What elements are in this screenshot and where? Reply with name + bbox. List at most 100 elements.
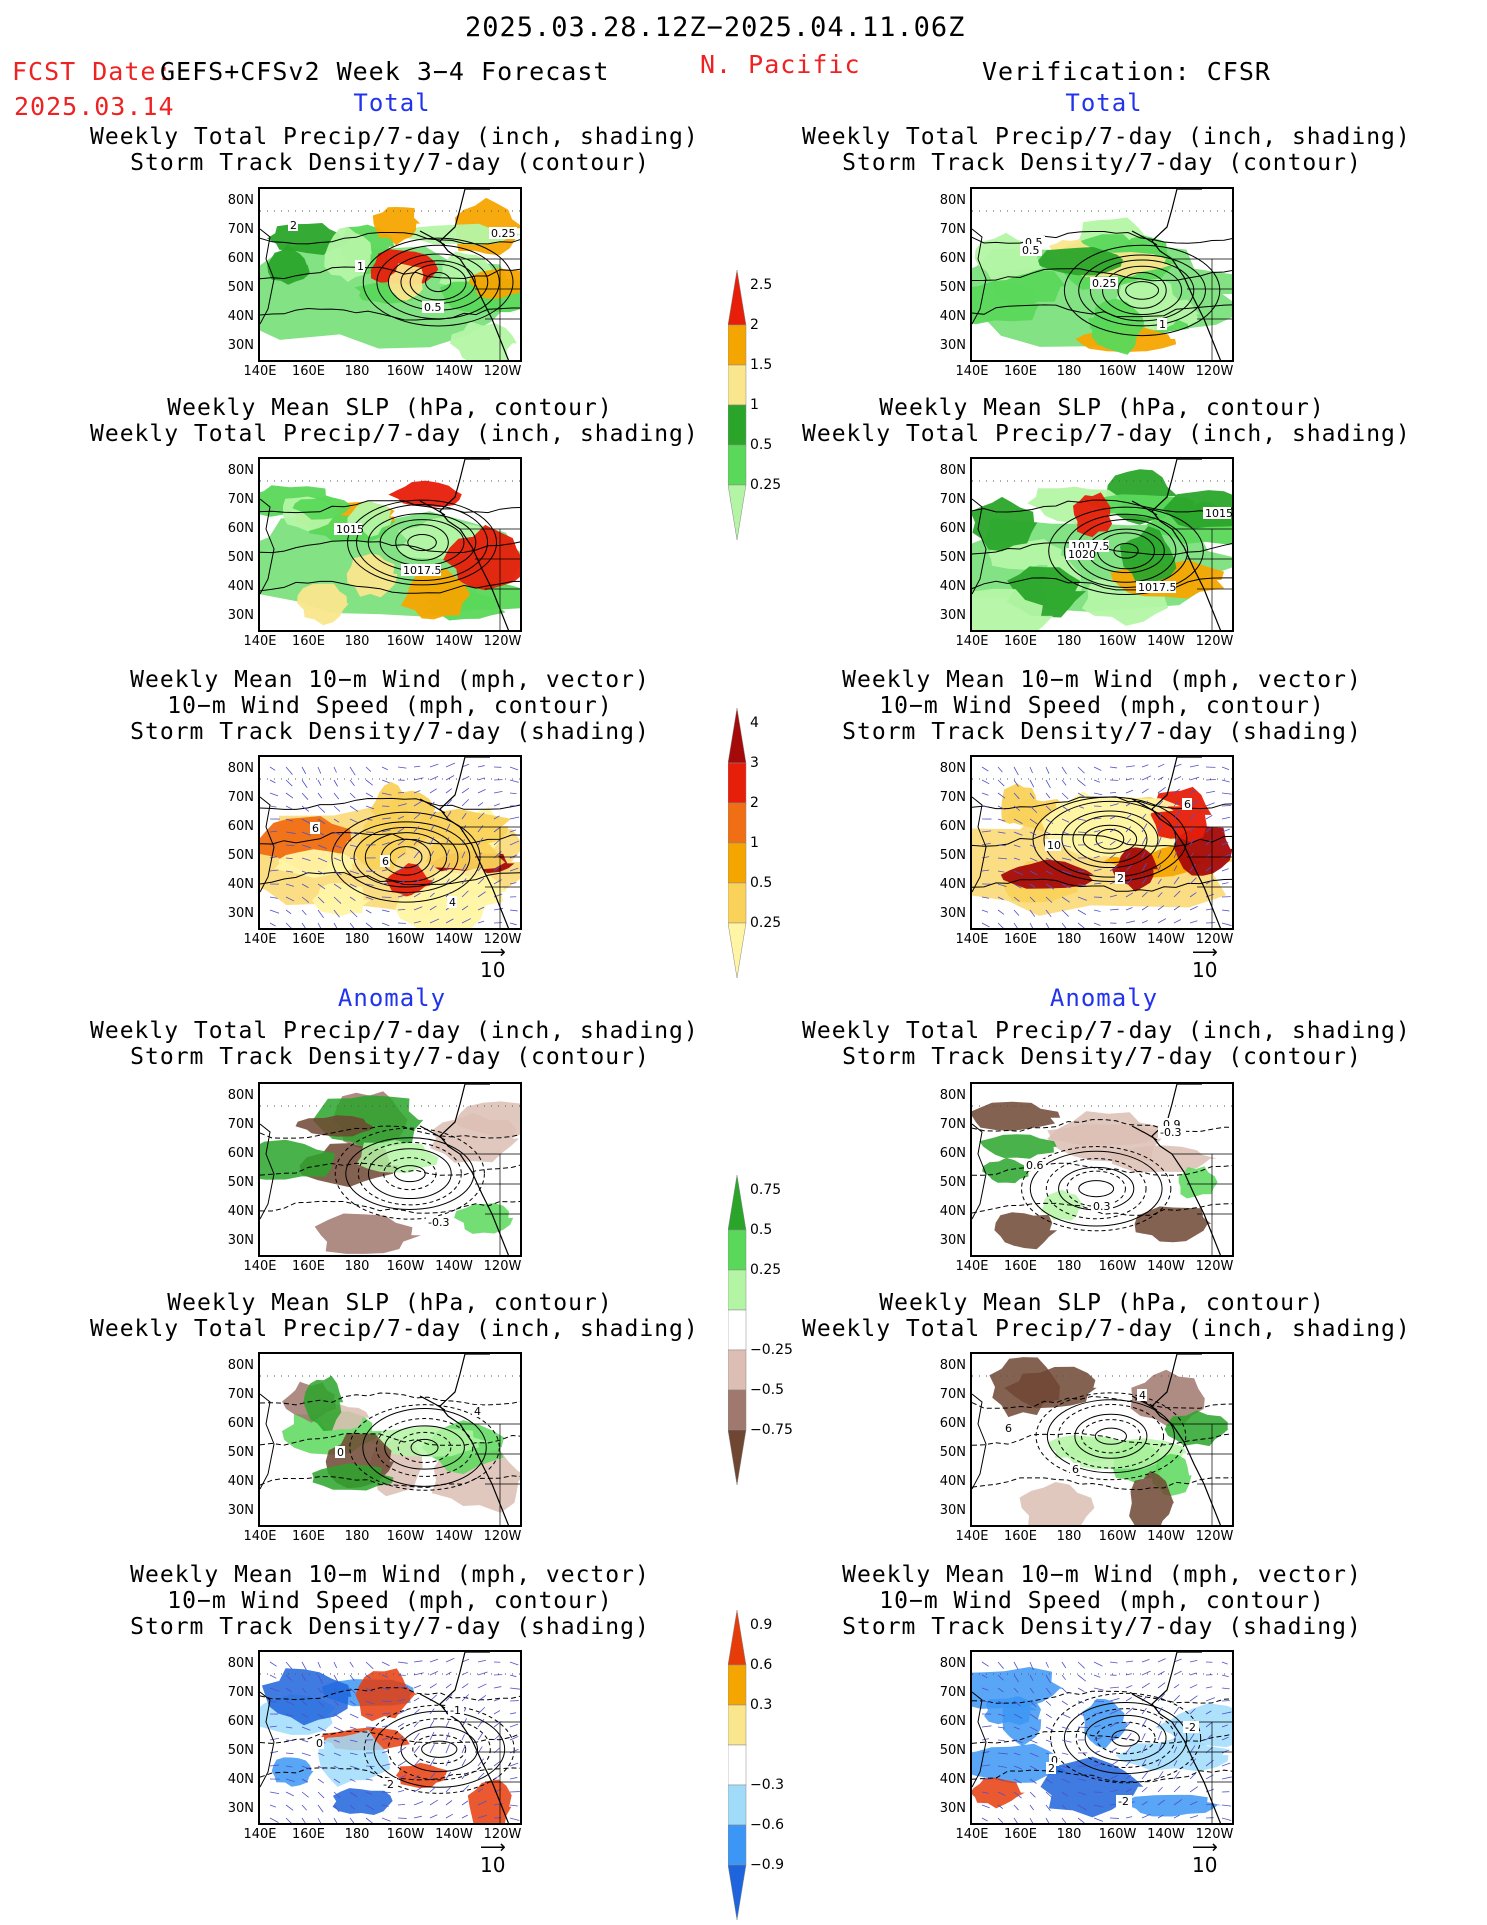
- contour-label: -2: [1185, 1721, 1196, 1734]
- panel-title-line: Storm Track Density/7-day (shading): [842, 1614, 1362, 1640]
- wind-vector: [1013, 870, 1024, 875]
- lon-tick-label: 160E: [1003, 1827, 1038, 1842]
- contour-label: 4: [1139, 1389, 1146, 1402]
- shading-region: [430, 1112, 519, 1163]
- wind-vector: [397, 1661, 408, 1664]
- lon-tick-label: 180: [1056, 634, 1082, 649]
- wind-vector: [1173, 1760, 1178, 1767]
- shading-region: [1004, 1366, 1097, 1409]
- shading-region: [370, 781, 410, 835]
- shading-region: [972, 1667, 1064, 1709]
- shading-region: [274, 849, 357, 878]
- wind-vector: [317, 896, 325, 904]
- shading-region: [356, 1139, 439, 1173]
- wind-vector: [333, 1687, 339, 1694]
- wind-vector: [1173, 1658, 1182, 1663]
- political-border: [1172, 1153, 1232, 1255]
- wind-vector: [1093, 1777, 1103, 1780]
- wind-vector: [509, 816, 520, 820]
- wind-vector: [493, 1735, 500, 1741]
- lat-tick-label: 50N: [227, 1175, 254, 1190]
- wind-vector: [509, 766, 519, 771]
- colorbar-tick-label: 3: [750, 755, 759, 771]
- wind-vector: [429, 824, 435, 833]
- wind-vector: [461, 1814, 468, 1819]
- wind-vector: [1061, 1791, 1069, 1797]
- wind-vector: [317, 1700, 325, 1708]
- wind-vector: [269, 1817, 279, 1823]
- wind-vector: [1013, 792, 1020, 800]
- shading-region: [1001, 783, 1039, 825]
- contour-label-bg: [380, 855, 390, 867]
- reference-vector: ⟶ 10: [1192, 1839, 1218, 1878]
- wind-vector: [269, 896, 278, 899]
- wind-vector: [301, 1687, 307, 1693]
- wind-vector: [1013, 857, 1020, 861]
- contour-label-bg: [1045, 839, 1061, 851]
- region-label: N. Pacific: [700, 50, 861, 79]
- political-border: [460, 1153, 520, 1255]
- wind-vector: [285, 870, 293, 873]
- contour-line: [972, 1395, 1232, 1409]
- political-border: [460, 258, 520, 360]
- contour-line: [260, 872, 520, 886]
- wind-vector: [333, 818, 340, 823]
- wind-vector: [1013, 1804, 1019, 1811]
- panel-title-line: Weekly Mean 10−m Wind (mph, vector): [130, 667, 650, 693]
- wind-vector: [397, 815, 405, 820]
- colorbar-segment: [727, 444, 747, 486]
- fcst-label: FCST Date:: [12, 57, 173, 86]
- panel-title-line: Weekly Total Precip/7-day (inch, shading…: [90, 421, 699, 447]
- wind-vector: [477, 788, 486, 794]
- wind-vector: [1173, 890, 1181, 898]
- wind-vector: [1077, 1713, 1085, 1716]
- wind-vector: [1093, 766, 1102, 771]
- lat-tick-label: 60N: [227, 1146, 254, 1161]
- contour-line: [972, 1769, 1232, 1783]
- lon-tick-label: 140E: [955, 1529, 989, 1544]
- colorbar-segment: [727, 1429, 747, 1486]
- wind-vector: [381, 1712, 391, 1715]
- reference-vector-label: 10: [1192, 1853, 1218, 1877]
- wind-vector: [285, 1687, 292, 1693]
- wind-vector: [333, 1752, 341, 1757]
- panel-title-line: 10−m Wind Speed (mph, contour): [879, 693, 1325, 719]
- contour-label: 4: [449, 896, 456, 909]
- wind-vector: [381, 842, 390, 846]
- wind-vector: [285, 1804, 294, 1811]
- wind-vector: [301, 1752, 311, 1757]
- wind-vector: [1157, 786, 1166, 794]
- panel-title-line: Weekly Mean SLP (hPa, contour): [879, 1290, 1325, 1316]
- wind-vector: [981, 1674, 988, 1679]
- lon-tick-label: 140E: [955, 1259, 989, 1274]
- wind-vector: [301, 1661, 307, 1671]
- wind-vector: [997, 779, 1005, 787]
- wind-vector: [285, 1700, 295, 1706]
- contour-label-bg: [381, 1778, 397, 1790]
- contour-label-bg: [1203, 507, 1231, 519]
- contour-line: [972, 499, 1232, 513]
- shading-region: [1126, 1794, 1223, 1817]
- lat-tick-label: 80N: [939, 463, 966, 478]
- contour-label: 0.5: [424, 301, 442, 314]
- wind-vector: [477, 1671, 488, 1676]
- contour-line: [400, 1726, 479, 1773]
- coastline: [972, 1691, 987, 1788]
- contour-label: 0: [316, 1737, 323, 1750]
- shading-region: [355, 1668, 418, 1722]
- wind-vector: [445, 1720, 450, 1728]
- panel-title-line: Storm Track Density/7-day (shading): [130, 1614, 650, 1640]
- wind-vector: [445, 762, 456, 768]
- wind-vector: [1189, 863, 1196, 872]
- wind-vector: [429, 1658, 439, 1663]
- wind-vector: [1013, 844, 1021, 848]
- colorbar-tick-label: 0.25: [750, 477, 782, 493]
- wind-vector: [1189, 920, 1198, 924]
- wind-vector: [285, 1778, 295, 1783]
- wind-vector: [285, 1817, 292, 1823]
- wind-vector: [365, 1726, 376, 1728]
- contour-line: [1125, 281, 1160, 300]
- wind-vector: [317, 909, 324, 919]
- contour-line: [349, 1404, 500, 1491]
- wind-vector: [1125, 1673, 1133, 1676]
